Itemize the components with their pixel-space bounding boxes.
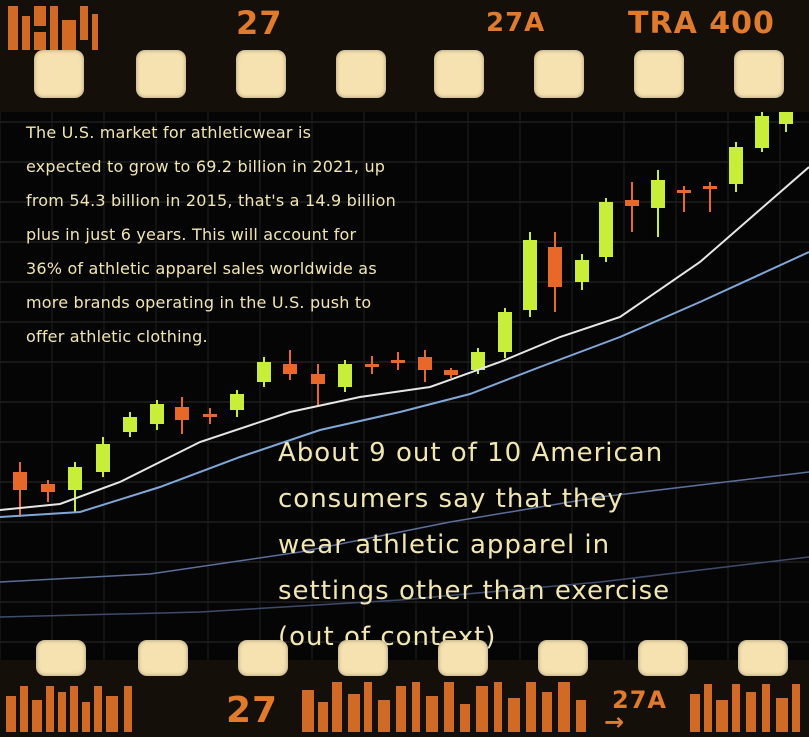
consumer-callout: About 9 out of 10 American consumers say… xyxy=(278,430,798,660)
market-paragraph: The U.S. market for athleticwear is expe… xyxy=(26,116,496,354)
candle-body xyxy=(175,407,189,420)
callout-line: wear athletic apparel in xyxy=(278,530,611,560)
candle-body xyxy=(41,484,55,492)
paragraph-line: from 54.3 billion in 2015, that's a 14.9… xyxy=(26,191,396,210)
paragraph-line: offer athletic clothing. xyxy=(26,327,208,346)
sprocket-hole xyxy=(36,640,86,676)
candle-body xyxy=(651,180,665,208)
sprocket-hole xyxy=(138,640,188,676)
candle-body xyxy=(257,362,271,382)
candle-body xyxy=(755,116,769,148)
candle-body xyxy=(418,357,432,370)
edge-barcode-bottom-middle xyxy=(302,682,592,732)
edge-barcode-top-left xyxy=(8,6,98,50)
moving-average-fast xyxy=(0,166,809,511)
sprocket-hole xyxy=(136,50,186,98)
candle-body xyxy=(68,467,82,490)
candle-body xyxy=(391,360,405,363)
candle-body xyxy=(311,374,325,384)
candle-body xyxy=(96,444,110,472)
moving-average-slow xyxy=(0,251,809,518)
candle-body xyxy=(283,364,297,374)
sprocket-hole xyxy=(34,50,84,98)
paragraph-line: more brands operating in the U.S. push t… xyxy=(26,293,372,312)
callout-line: About 9 out of 10 American xyxy=(278,438,664,468)
sprocket-hole xyxy=(734,50,784,98)
sprocket-hole xyxy=(634,50,684,98)
sprocket-hole xyxy=(638,640,688,676)
candle-body xyxy=(548,247,562,287)
film-strip-top: 27 27A TRA 400 xyxy=(0,0,809,112)
candle-body xyxy=(498,312,512,352)
candle-body xyxy=(338,364,352,387)
sprocket-hole xyxy=(538,640,588,676)
edge-barcode-bottom-right xyxy=(690,684,800,732)
candle-body xyxy=(779,112,793,124)
frame-number-top: 27 xyxy=(236,4,283,42)
paragraph-line: The U.S. market for athleticwear is xyxy=(26,123,312,142)
candle-body xyxy=(13,472,27,490)
sprocket-hole xyxy=(336,50,386,98)
sprocket-hole xyxy=(438,640,488,676)
frame-number-bottom-alt: 27A xyxy=(612,686,667,714)
candle-body xyxy=(703,186,717,189)
candle-body xyxy=(444,370,458,375)
candle-body xyxy=(677,190,691,193)
frame-number-bottom: 27 xyxy=(226,690,279,731)
sprocket-hole xyxy=(534,50,584,98)
trend-line xyxy=(0,471,809,583)
candle-body xyxy=(625,200,639,206)
sprocket-hole xyxy=(738,640,788,676)
sprocket-hole xyxy=(434,50,484,98)
paragraph-line: 36% of athletic apparel sales worldwide … xyxy=(26,259,377,278)
candle-body xyxy=(599,202,613,257)
film-type-label: TRA 400 xyxy=(628,6,775,41)
sprocket-hole xyxy=(236,50,286,98)
callout-line: consumers say that they xyxy=(278,484,624,514)
candle-body xyxy=(729,147,743,184)
trend-line xyxy=(0,556,809,618)
candle-body xyxy=(203,414,217,417)
candle-body xyxy=(150,404,164,424)
stock-chart-image xyxy=(0,112,809,660)
arrow-icon: → xyxy=(604,708,626,736)
candle-body xyxy=(575,260,589,282)
candle-body xyxy=(365,364,379,367)
callout-line: settings other than exercise xyxy=(278,576,671,606)
film-strip-bottom: 27 27A → xyxy=(0,640,809,737)
candlestick-chart-graphic xyxy=(0,112,809,660)
paragraph-line: expected to grow to 69.2 billion in 2021… xyxy=(26,157,386,176)
candle-body xyxy=(123,417,137,432)
candle-body xyxy=(230,394,244,410)
sprocket-hole xyxy=(238,640,288,676)
paragraph-line: plus in just 6 years. This will account … xyxy=(26,225,357,244)
frame-number-top-alt: 27A xyxy=(486,8,546,38)
candle-body xyxy=(471,352,485,370)
edge-barcode-bottom-left xyxy=(6,686,146,732)
sprocket-hole xyxy=(338,640,388,676)
candle-body xyxy=(523,240,537,310)
